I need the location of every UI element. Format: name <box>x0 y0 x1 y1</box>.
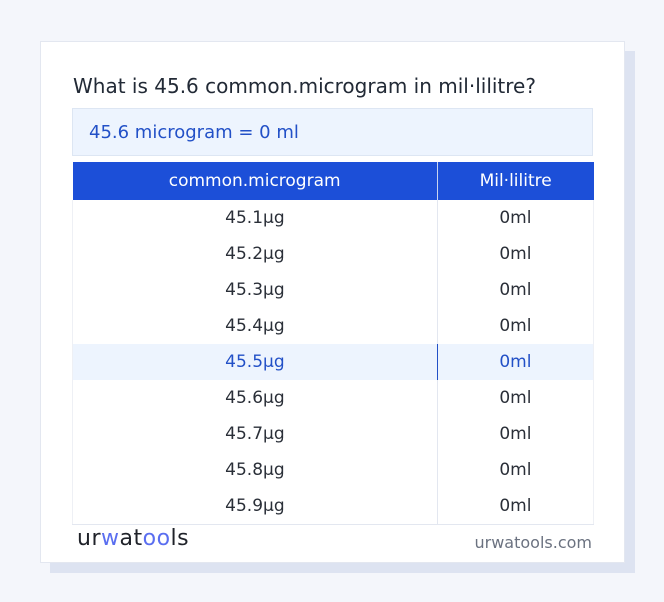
table-row: 45.1µg 0ml <box>72 200 594 236</box>
table-row: 45.2µg 0ml <box>72 236 594 272</box>
table-cell: 45.6µg <box>72 380 438 416</box>
table-cell: 45.4µg <box>72 308 438 344</box>
table-row: 45.7µg 0ml <box>72 416 594 452</box>
table-row: 45.5µg 0ml <box>72 344 594 380</box>
table-cell: 0ml <box>499 244 532 264</box>
table-cell: 45.3µg <box>72 272 438 308</box>
table-cell: 0ml <box>499 460 532 480</box>
table-row: 45.3µg 0ml <box>72 272 594 308</box>
converter-card: What is 45.6 common.microgram in mil·lil… <box>40 41 625 563</box>
table-row: 45.4µg 0ml <box>72 308 594 344</box>
table-cell: 45.2µg <box>72 236 438 272</box>
table-cell: 45.7µg <box>72 416 438 452</box>
table-cell: 0ml <box>437 488 594 525</box>
page-title: What is 45.6 common.microgram in mil·lil… <box>73 74 536 98</box>
table-cell: 0ml <box>499 316 532 336</box>
table-cell: 0ml <box>499 424 532 444</box>
column-header: Mil·lilitre <box>437 162 594 200</box>
result-box: 45.6 microgram = 0 ml <box>72 108 593 156</box>
urwatools-logo[interactable]: urwatools <box>77 526 190 551</box>
table-cell: 0ml <box>499 208 532 228</box>
table-row: 45.9µg 0ml <box>72 488 594 525</box>
table-row: 45.6µg 0ml <box>72 380 594 416</box>
table-cell: 45.5µg <box>72 344 438 380</box>
table-cell: 45.1µg <box>72 200 438 236</box>
table-row: 45.8µg 0ml <box>72 452 594 488</box>
table-cell: 0ml <box>499 388 532 408</box>
column-header: common.microgram <box>72 162 438 200</box>
table-cell: 45.9µg <box>72 488 438 525</box>
conversion-table: common.microgram Mil·lilitre 45.1µg 0ml 45… <box>72 162 594 525</box>
site-link[interactable]: urwatools.com <box>474 533 593 552</box>
table-cell: 0ml <box>437 344 594 380</box>
table-cell: 0ml <box>499 280 532 300</box>
table-cell: 45.8µg <box>72 452 438 488</box>
